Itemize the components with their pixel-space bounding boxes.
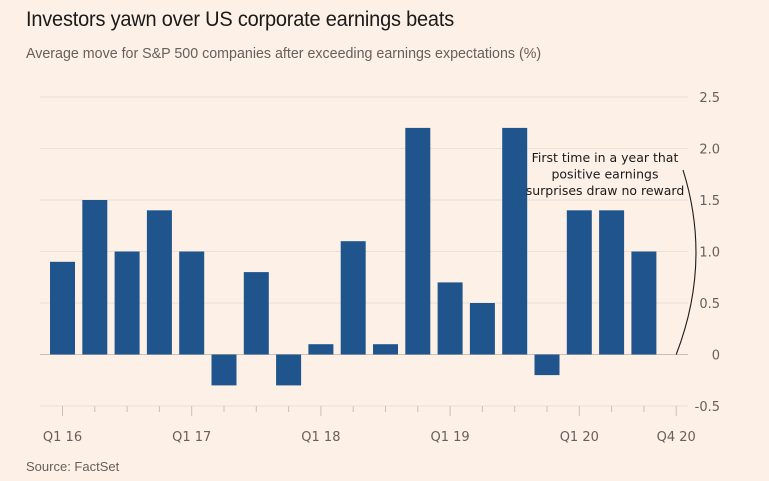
y-tick-label: 1.5 bbox=[699, 194, 720, 209]
bar-q1-16 bbox=[50, 261, 75, 355]
chart-title: Investors yawn over US corporate earning… bbox=[26, 8, 454, 31]
source-note: Source: FactSet bbox=[26, 459, 120, 474]
bar-q2-18 bbox=[340, 241, 366, 355]
y-tick-label: 1.0 bbox=[699, 246, 720, 261]
bar-q3-19 bbox=[502, 127, 528, 355]
bar-q4-19 bbox=[534, 354, 560, 376]
bar-q1-19 bbox=[437, 282, 463, 355]
y-tick-label: 0 bbox=[712, 349, 720, 364]
bar-q1-18 bbox=[308, 344, 334, 355]
bar-q4-16 bbox=[146, 210, 172, 355]
x-tick-label: Q1 20 bbox=[560, 430, 599, 445]
bar-q4-18 bbox=[405, 127, 431, 355]
x-tick-label: Q1 16 bbox=[43, 430, 82, 445]
x-axis: Q1 16 Q1 17 Q1 18 Q1 19 Q1 20 Q4 20 bbox=[43, 406, 696, 445]
y-axis: 2.5 2.0 1.5 1.0 0.5 0 -0.5 bbox=[695, 91, 720, 415]
annotation: First time in a year that positive earnin… bbox=[526, 150, 697, 355]
bar-q2-16 bbox=[82, 200, 108, 355]
y-tick-label: 2.5 bbox=[699, 91, 720, 106]
bar-q3-16 bbox=[114, 251, 140, 355]
y-tick-label: 0.5 bbox=[699, 297, 720, 312]
y-tick-label: 2.0 bbox=[699, 143, 720, 158]
x-tick-label: Q1 17 bbox=[172, 430, 211, 445]
annotation-text: positive earnings bbox=[551, 167, 658, 182]
bar-q2-20 bbox=[599, 210, 625, 355]
bar-q1-20 bbox=[566, 210, 592, 355]
x-tick-label: Q4 20 bbox=[657, 430, 696, 445]
annotation-connector bbox=[675, 169, 697, 355]
bar-q2-19 bbox=[469, 303, 495, 355]
annotation-text: surprises draw no reward bbox=[526, 183, 685, 198]
bar-q2-17 bbox=[211, 354, 237, 386]
bars bbox=[50, 127, 657, 386]
y-tick-label: -0.5 bbox=[695, 400, 720, 415]
bar-q3-17 bbox=[243, 272, 269, 355]
annotation-text: First time in a year that bbox=[532, 150, 679, 165]
bar-q1-17 bbox=[179, 251, 205, 355]
bar-q3-18 bbox=[373, 344, 398, 355]
x-tick-label: Q1 18 bbox=[301, 430, 340, 445]
x-tick-label: Q1 19 bbox=[431, 430, 470, 445]
bar-q3-20 bbox=[631, 251, 657, 355]
bar-q4-17 bbox=[276, 354, 302, 386]
chart-subtitle: Average move for S&P 500 companies after… bbox=[26, 45, 542, 62]
